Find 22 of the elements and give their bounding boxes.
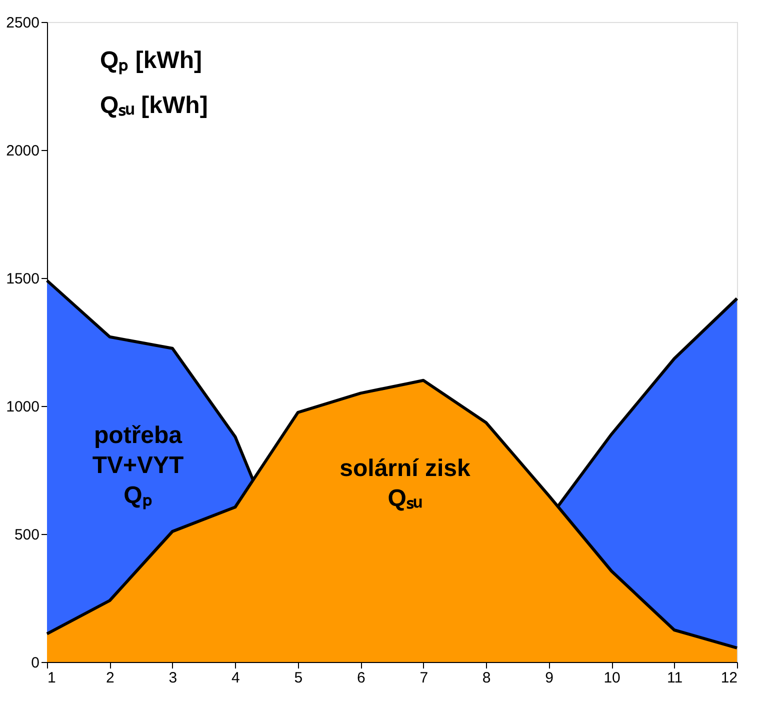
y-tick-label: 1000 [6, 398, 40, 416]
x-tick-label: 8 [482, 670, 491, 686]
x-tick-label: 12 [720, 670, 738, 686]
x-tick-label: 4 [232, 670, 240, 686]
x-tick-label: 2 [106, 670, 114, 686]
annotation: solární zisk Qₛᵤ [340, 455, 472, 512]
x-tick-label: 10 [604, 670, 620, 686]
x-tick-label: 1 [48, 670, 56, 686]
y-tick-label: 2000 [6, 142, 40, 160]
annotation: Qₚ [kWh] [100, 47, 202, 75]
annotation: potřeba TV+VYT Qₚ [92, 422, 184, 510]
x-tick-label: 3 [168, 670, 178, 686]
annotation: Qₛᵤ [kWh] [100, 92, 208, 119]
x-tick-label: 7 [420, 670, 428, 686]
x-tick-label: 9 [545, 670, 554, 686]
y-tick-label: 1500 [6, 270, 40, 288]
x-tick-label: 6 [356, 670, 366, 686]
y-tick-label: 500 [14, 526, 40, 544]
y-tick-label: 0 [31, 654, 40, 672]
y-tick-label: 2500 [6, 14, 40, 32]
x-tick-label: 11 [666, 670, 683, 686]
x-tick-label: 5 [294, 670, 303, 686]
